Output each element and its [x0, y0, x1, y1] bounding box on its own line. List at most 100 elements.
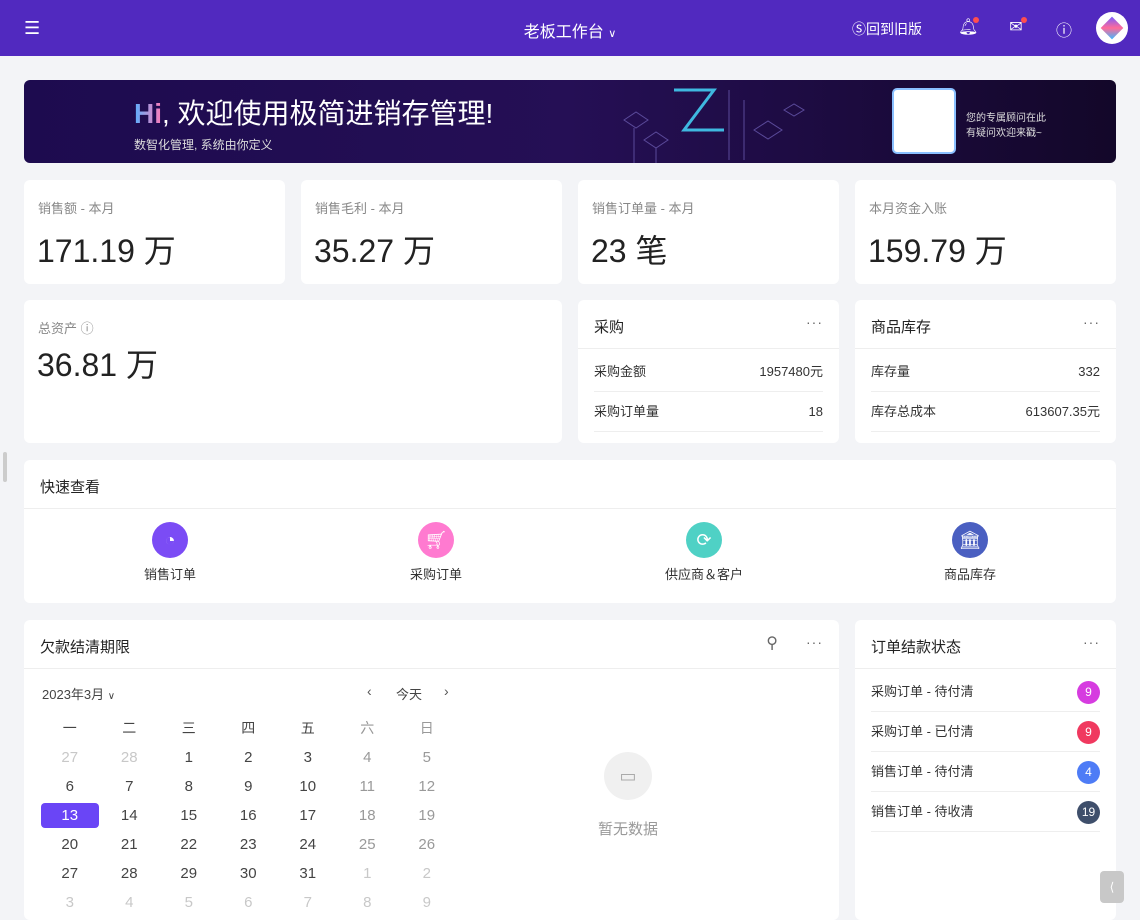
calendar-day[interactable]: 14	[120, 807, 138, 824]
today-button[interactable]: 今天	[396, 687, 423, 702]
inbox-icon[interactable]: ✉︎	[1006, 17, 1027, 37]
weekday-header: 二	[122, 720, 137, 736]
calendar-day[interactable]: 6	[65, 778, 74, 795]
more-icon[interactable]: ···	[806, 634, 823, 650]
empty-inbox-icon: ▭	[604, 752, 652, 800]
more-icon[interactable]: ···	[1083, 314, 1100, 330]
calendar-day[interactable]: 9	[244, 778, 253, 795]
list-item[interactable]: 销售订单 - 待收清 19	[871, 792, 1100, 832]
calendar-day[interactable]: 28	[120, 865, 138, 882]
calendar-day[interactable]: 4	[125, 894, 134, 911]
calendar-day[interactable]: 8	[363, 894, 372, 911]
total-assets-value: 36.81 万	[37, 347, 158, 383]
calendar-day[interactable]: 27	[61, 749, 79, 766]
old-version-label: 回到旧版	[866, 21, 922, 37]
refresh-icon: ⟳	[686, 522, 722, 558]
calendar-day[interactable]: 2	[244, 749, 253, 766]
search-icon[interactable]: ⚲	[766, 635, 779, 652]
weekday-header: 三	[181, 720, 196, 736]
calendar-day[interactable]: 13	[41, 803, 99, 828]
more-icon[interactable]: ···	[1083, 634, 1100, 650]
list-item[interactable]: 采购订单 - 待付清 9	[871, 672, 1100, 712]
calendar-day[interactable]: 30	[239, 865, 257, 882]
calendar-day[interactable]: 26	[418, 836, 436, 853]
calendar-day[interactable]: 21	[120, 836, 138, 853]
calendar-day[interactable]: 8	[184, 778, 193, 795]
calendar-day[interactable]: 4	[363, 749, 372, 766]
calendar-day[interactable]: 15	[180, 807, 198, 824]
calendar-day[interactable]: 27	[61, 865, 79, 882]
calendar-day[interactable]: 1	[184, 749, 193, 766]
more-icon[interactable]: ···	[806, 314, 823, 330]
calendar-day[interactable]: 5	[184, 894, 193, 911]
card-title: 采购	[594, 319, 625, 336]
kpi-label: 销售订单量 - 本月	[592, 201, 695, 216]
help-icon[interactable]: ⓘ	[1055, 23, 1072, 40]
quick-purchase-order[interactable]: 🛒︎ 采购订单	[376, 522, 496, 583]
calendar-day[interactable]: 3	[65, 894, 74, 911]
calendar-day[interactable]: 31	[299, 865, 317, 882]
list-item[interactable]: 采购订单 - 已付清 9	[871, 712, 1100, 752]
inventory-card: 商品库存 ··· 库存量 332 库存总成本 613607.35元	[855, 300, 1116, 443]
kpi-value: 159.79 万	[868, 233, 1007, 269]
welcome-banner: Hi, 欢迎使用极简进销存管理! 数智化管理, 系统由你定义 您的专属顾问在此有…	[24, 80, 1116, 163]
weekday-header: 五	[300, 720, 315, 736]
calendar-day[interactable]: 22	[180, 836, 198, 853]
weekday-header: 四	[241, 720, 256, 736]
collapse-handle[interactable]: ⟨	[1100, 871, 1124, 903]
old-version-button[interactable]: Ⓢ回到旧版	[852, 19, 922, 39]
prev-month-button[interactable]: ‹	[367, 683, 372, 699]
calendar-day[interactable]: 18	[358, 807, 376, 824]
quick-view-card: 快速查看 ◔ 销售订单 🛒︎ 采购订单 ⟳ 供应商＆客户 🏛︎ 商品库存	[24, 460, 1116, 603]
count-badge: 9	[1077, 681, 1100, 704]
quick-sales-order[interactable]: ◔ 销售订单	[110, 522, 230, 583]
calendar-day[interactable]: 17	[299, 807, 317, 824]
chevron-down-icon: ∨	[107, 691, 116, 702]
month-picker[interactable]: 2023年3月 ∨	[42, 687, 116, 702]
avatar[interactable]	[1096, 12, 1128, 44]
list-item[interactable]: 销售订单 - 待付清 4	[871, 752, 1100, 792]
calendar-day[interactable]: 1	[363, 865, 372, 882]
advisor-text: 您的专属顾问在此 有疑问欢迎来戳~	[966, 113, 1046, 139]
calendar-day[interactable]: 25	[358, 836, 376, 853]
info-icon[interactable]: ⓘ	[80, 321, 94, 336]
calendar-day[interactable]: 10	[299, 778, 317, 795]
calendar-day[interactable]: 12	[418, 778, 436, 795]
calendar-day[interactable]: 16	[239, 807, 257, 824]
kpi-gross-profit[interactable]: 销售毛利 - 本月 35.27 万	[301, 180, 562, 284]
list-item: 库存量 332	[871, 352, 1100, 392]
menu-icon[interactable]: ☰	[24, 18, 41, 38]
bell-icon[interactable]: 🔔︎	[958, 17, 979, 36]
quick-supplier-customer[interactable]: ⟳ 供应商＆客户	[644, 522, 764, 583]
workspace-title: 老板工作台	[523, 24, 604, 41]
kpi-sales[interactable]: 销售额 - 本月 171.19 万	[24, 180, 285, 284]
calendar-day[interactable]: 28	[120, 749, 138, 766]
calendar-day[interactable]: 3	[303, 749, 312, 766]
calendar-day[interactable]: 7	[303, 894, 312, 911]
dollar-icon: Ⓢ	[852, 21, 866, 37]
banner-title: Hi, 欢迎使用极简进销存管理!	[134, 98, 494, 129]
calendar-day[interactable]: 11	[359, 778, 376, 795]
bank-icon: 🏛︎	[952, 522, 988, 558]
calendar-day[interactable]: 5	[422, 749, 431, 766]
pie-chart-icon: ◔	[152, 522, 188, 558]
calendar-day[interactable]: 29	[180, 865, 198, 882]
purchase-card: 采购 ··· 采购金额 1957480元 采购订单量 18	[578, 300, 839, 443]
next-month-button[interactable]: ›	[444, 683, 449, 699]
kpi-funds-in[interactable]: 本月资金入账 159.79 万	[855, 180, 1116, 284]
quick-inventory[interactable]: 🏛︎ 商品库存	[910, 522, 1030, 583]
calendar-day[interactable]: 7	[125, 778, 134, 795]
status-label: 采购订单 - 已付清	[871, 724, 974, 739]
calendar-day[interactable]: 24	[299, 836, 317, 853]
calendar-day[interactable]: 2	[422, 865, 431, 882]
kpi-order-count[interactable]: 销售订单量 - 本月 23 笔	[578, 180, 839, 284]
calendar-day[interactable]: 6	[244, 894, 253, 911]
calendar-day[interactable]: 23	[239, 836, 257, 853]
calendar-day[interactable]: 19	[418, 807, 436, 824]
calendar-day[interactable]: 20	[61, 836, 79, 853]
list-item: 采购订单量 18	[594, 392, 823, 432]
card-title: 快速查看	[40, 479, 101, 496]
sidebar-drag-handle[interactable]	[3, 452, 7, 482]
workspace-switcher[interactable]: 老板工作台 ∨	[0, 18, 1140, 42]
calendar-day[interactable]: 9	[422, 894, 431, 911]
